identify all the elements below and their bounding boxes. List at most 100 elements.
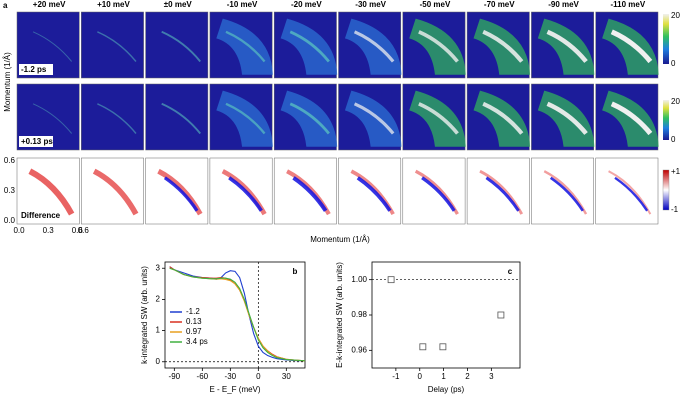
- image-ridge: [225, 30, 266, 63]
- image-ridge: [161, 102, 201, 135]
- x-tick-label: 0.6: [72, 226, 84, 235]
- x-tick-label: -30: [225, 372, 237, 381]
- data-point: [439, 343, 447, 351]
- y-tick-label: 0.6: [4, 156, 16, 165]
- y-tick-label: 2: [156, 295, 161, 304]
- x-tick-label: 2: [465, 372, 470, 381]
- data-point: [387, 276, 395, 284]
- y-tick-label: 3: [156, 263, 161, 272]
- column-header: -70 meV: [484, 0, 515, 9]
- colorbar-label: 0: [671, 59, 676, 68]
- row-label: -1.2 ps: [21, 65, 47, 74]
- x-axis-label: Momentum (1/Å): [310, 235, 370, 244]
- column-header: ±0 meV: [164, 0, 193, 9]
- x-tick-label: 0: [256, 372, 261, 381]
- image-ridge: [418, 30, 459, 63]
- x-tick-label: 0: [418, 372, 423, 381]
- difference-blue: [614, 176, 649, 212]
- column-header: -50 meV: [420, 0, 451, 9]
- difference-red: [28, 168, 75, 216]
- y-axis-label: E-k-integrated SW (arb. units): [335, 262, 344, 368]
- difference-blue: [356, 176, 392, 212]
- panel-label: a: [3, 1, 8, 10]
- row-label-box: [19, 136, 53, 147]
- difference-blue: [228, 176, 263, 212]
- difference-blue: [292, 176, 328, 212]
- image-ridge: [353, 102, 395, 135]
- colorbar: [663, 100, 669, 140]
- y-tick-label: 1: [156, 326, 161, 335]
- row-label-box: [19, 64, 53, 75]
- image-panel: [145, 83, 209, 151]
- plot-frame: [164, 261, 306, 369]
- image-ridge: [161, 30, 201, 63]
- difference-panel: [595, 157, 659, 225]
- image-ridge: [32, 31, 73, 62]
- colorbar-label: 20: [671, 11, 680, 20]
- data-line: [169, 267, 306, 362]
- image-ridge: [418, 102, 459, 135]
- difference-blue: [421, 176, 456, 212]
- x-tick-label: 3: [489, 372, 494, 381]
- chart-title: b: [293, 267, 298, 276]
- image-ridge: [32, 103, 73, 134]
- legend-label: -1.2: [186, 307, 200, 316]
- image-panel: [81, 83, 144, 151]
- legend-label: 3.4 ps: [186, 337, 208, 346]
- y-tick-label: 1.00: [351, 275, 367, 284]
- row-label-box: [19, 210, 59, 221]
- x-tick-label: 0.0: [13, 226, 25, 235]
- colorbar-label: -1: [671, 205, 679, 214]
- x-axis-label: E - E_F (meV): [209, 385, 260, 394]
- difference-blue: [163, 176, 199, 212]
- image-panel: [81, 11, 144, 79]
- row-label: Difference: [21, 211, 61, 220]
- colorbar: [662, 169, 670, 211]
- difference-red: [608, 170, 652, 215]
- y-tick-label: 0.96: [351, 345, 367, 354]
- x-tick-label: -60: [197, 372, 209, 381]
- column-header: -110 meV: [610, 0, 645, 9]
- column-header: -90 meV: [548, 0, 579, 9]
- y-tick-label: 0.3: [4, 186, 16, 195]
- difference-panel: [531, 157, 594, 225]
- y-axis-label: k-integrated SW (arb. units): [140, 266, 149, 364]
- x-tick-label: 30: [282, 372, 291, 381]
- data-point: [497, 311, 505, 319]
- colorbar-label: +1: [671, 167, 681, 176]
- difference-panel: [466, 157, 530, 225]
- legend-label: 0.97: [186, 327, 202, 336]
- x-tick-label: -1: [392, 372, 400, 381]
- colorbar: [663, 14, 669, 64]
- image-ridge: [482, 101, 524, 135]
- difference-red: [92, 168, 139, 216]
- image-ridge: [353, 30, 395, 63]
- difference-blue: [485, 176, 520, 212]
- image-ridge: [610, 101, 653, 136]
- image-ridge: [97, 103, 137, 134]
- column-header: -10 meV: [227, 0, 258, 9]
- y-tick-label: 0: [156, 357, 161, 366]
- difference-blue: [549, 176, 584, 212]
- image-ridge: [610, 29, 653, 64]
- x-tick-label: 0.6: [78, 226, 90, 235]
- column-header: -20 meV: [291, 0, 322, 9]
- image-ridge: [546, 29, 588, 63]
- data-point: [419, 343, 427, 351]
- x-tick-label: -90: [169, 372, 181, 381]
- difference-panel: [402, 157, 466, 225]
- column-header: -30 meV: [355, 0, 386, 9]
- colorbar-label: 20: [671, 97, 680, 106]
- column-header: +10 meV: [97, 0, 130, 9]
- legend-label: 0.13: [186, 317, 202, 326]
- image-ridge: [546, 101, 588, 135]
- row-label: +0.13 ps: [21, 137, 53, 146]
- x-axis-label: Delay (ps): [428, 385, 465, 394]
- image-ridge: [289, 30, 330, 63]
- image-panel: [145, 11, 209, 79]
- title-box: [504, 265, 517, 278]
- image-ridge: [289, 102, 330, 135]
- y-axis-label: Momentum (1/Å): [3, 52, 12, 112]
- colorbar-label: 0: [671, 135, 676, 144]
